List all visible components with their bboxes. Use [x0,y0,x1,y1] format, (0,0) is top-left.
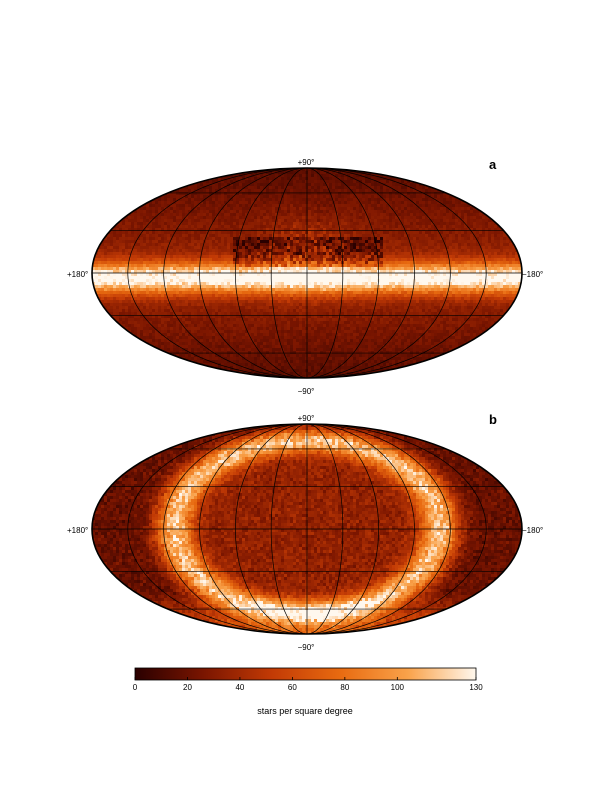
label-left-b: +180° [67,526,88,535]
colorbar-title: stars per square degree [257,706,353,716]
graticule-b [92,423,522,635]
label-top-b: +90° [298,414,315,423]
label-bottom-a: −90° [298,387,315,396]
label-top-a: +90° [298,158,315,167]
label-right-b: −180° [522,526,543,535]
colorbar-tick-label: 80 [340,683,349,692]
map-outline-a [91,167,523,379]
colorbar-tick-label: 100 [391,683,405,692]
map-panel-a: a +90° −90° +180° −180° [67,157,543,396]
label-bottom-b: −90° [298,643,315,652]
colorbar-tick-label: 60 [288,683,297,692]
map-panel-b: b +90° −90° +180° −180° [67,412,543,652]
colorbar-tick-label: 130 [469,683,483,692]
panel-label-a: a [489,157,497,172]
colorbar-ticks: 0 20 40 60 80 100 130 [133,677,483,692]
label-left-a: +180° [67,270,88,279]
graticule-a [92,167,522,379]
colorbar: 0 20 40 60 80 100 130 stars per square degree [133,667,483,716]
colorbar-tick-label: 0 [133,683,138,692]
panel-label-b: b [489,412,497,427]
colorbar-tick-label: 40 [235,683,244,692]
colorbar-tick-label: 20 [183,683,192,692]
map-outline-b [91,423,523,635]
colorbar-gradient [134,667,477,681]
label-right-a: −180° [522,270,543,279]
